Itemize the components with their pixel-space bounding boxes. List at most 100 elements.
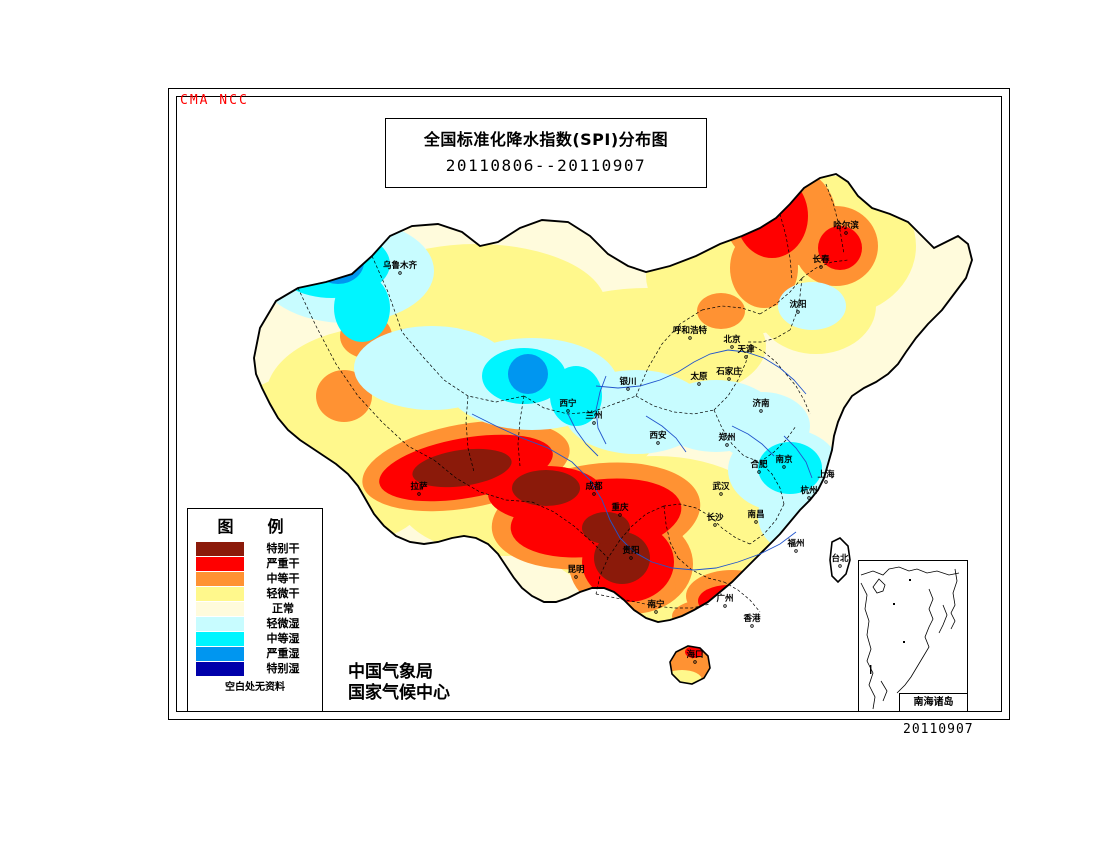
city-label: 乌鲁木齐 [383, 260, 418, 271]
city-marker: 呼和浩特 [673, 325, 708, 340]
spi-field-hainan [670, 646, 710, 684]
legend-row: 严重湿 [188, 646, 322, 661]
credit-line-2: 国家气候中心 [348, 683, 450, 703]
south-china-sea-inset: 南海诸岛 [858, 560, 968, 712]
city-dot-icon [844, 231, 848, 235]
city-label: 呼和浩特 [673, 325, 708, 336]
legend-row: 中等干 [188, 571, 322, 586]
city-dot-icon [693, 660, 697, 664]
city-dot-icon [819, 265, 823, 269]
city-label: 杭州 [800, 485, 817, 496]
city-marker: 杭州 [800, 485, 818, 500]
city-marker: 贵阳 [622, 545, 640, 560]
city-dot-icon [656, 441, 660, 445]
city-label: 郑州 [718, 432, 735, 443]
city-marker: 济南 [752, 398, 770, 413]
city-dot-icon [796, 310, 800, 314]
city-label: 台北 [831, 553, 849, 564]
city-label: 南京 [775, 454, 793, 465]
legend-row: 中等湿 [188, 631, 322, 646]
city-dot-icon [754, 520, 758, 524]
legend-color-swatch [196, 541, 244, 556]
inset-map [860, 566, 960, 710]
city-dot-icon [757, 470, 761, 474]
city-marker: 兰州 [585, 410, 603, 425]
city-label: 拉萨 [410, 481, 428, 492]
city-dot-icon [713, 523, 717, 527]
city-dot-icon [782, 465, 786, 469]
legend-label: 轻微干 [266, 586, 300, 600]
city-marker: 西安 [649, 430, 667, 445]
map-title-main: 全国标准化降水指数(SPI)分布图 [423, 130, 669, 149]
legend-label: 正常 [272, 601, 294, 615]
legend-color-swatch [196, 646, 244, 661]
legend-row: 正常 [188, 601, 322, 616]
legend-color-swatch [196, 571, 244, 586]
legend-color-swatch [196, 631, 244, 646]
city-dot-icon [719, 492, 723, 496]
city-dot-icon [626, 387, 630, 391]
city-label: 广州 [716, 593, 733, 604]
city-label: 天津 [737, 344, 755, 355]
city-label: 哈尔滨 [833, 220, 859, 231]
city-marker: 重庆 [611, 502, 629, 517]
city-label: 兰州 [585, 410, 602, 421]
city-dot-icon [592, 492, 596, 496]
city-marker: 郑州 [718, 432, 736, 447]
date-stamp: 20110907 [903, 722, 974, 737]
legend-label: 中等干 [266, 571, 300, 585]
city-marker: 北京 [723, 334, 741, 349]
city-label: 北京 [723, 334, 741, 345]
city-marker: 南京 [775, 454, 793, 469]
city-label: 昆明 [567, 564, 585, 575]
city-dot-icon [566, 409, 570, 413]
city-dot-icon [654, 610, 658, 614]
city-marker: 石家庄 [715, 366, 742, 381]
rivers [471, 349, 813, 571]
agency-tag: CMA NCC [180, 93, 249, 108]
city-marker: 合肥 [749, 459, 768, 474]
city-dot-icon [618, 513, 622, 517]
city-marker: 台北 [831, 553, 849, 568]
city-dot-icon [723, 604, 727, 608]
city-dot-icon [398, 271, 402, 275]
legend-row: 轻微干 [188, 586, 322, 601]
city-dot-icon [688, 336, 692, 340]
city-label: 成都 [585, 481, 603, 492]
credit-line-1: 中国气象局 [348, 662, 433, 682]
legend-row: 严重干 [188, 556, 322, 571]
city-label: 南昌 [747, 509, 764, 520]
city-label: 西安 [649, 430, 667, 441]
city-label: 合肥 [749, 459, 768, 470]
legend-color-swatch [196, 601, 244, 616]
national-border [253, 172, 973, 623]
city-marker: 香港 [742, 613, 761, 628]
legend-label: 轻微湿 [266, 616, 300, 630]
city-dot-icon [727, 377, 731, 381]
province-borders [297, 183, 849, 613]
map-title-period: 20110806--20110907 [445, 156, 647, 175]
legend-label: 中等湿 [266, 631, 300, 645]
map-title-box: 全国标准化降水指数(SPI)分布图 20110806--20110907 [385, 118, 707, 188]
city-label: 重庆 [611, 502, 629, 513]
city-marker: 成都 [585, 481, 603, 496]
city-marker: 哈尔滨 [833, 220, 859, 235]
city-dot-icon [759, 409, 763, 413]
legend-label: 严重干 [266, 556, 300, 570]
inset-label: 南海诸岛 [899, 693, 967, 711]
city-marker: 海口 [686, 649, 704, 664]
city-dot-icon [574, 575, 578, 579]
city-dot-icon [697, 382, 701, 386]
taiwan-border [829, 537, 851, 584]
city-marker: 昆明 [567, 564, 585, 579]
city-dot-icon [730, 345, 734, 349]
legend-color-swatch [196, 616, 244, 631]
city-dot-icon [725, 443, 729, 447]
legend-label: 严重湿 [266, 646, 300, 660]
city-label: 太原 [689, 371, 708, 382]
city-marker: 太原 [689, 371, 708, 386]
city-dot-icon [838, 564, 842, 568]
legend-color-swatch [196, 661, 244, 676]
city-dot-icon [417, 492, 421, 496]
